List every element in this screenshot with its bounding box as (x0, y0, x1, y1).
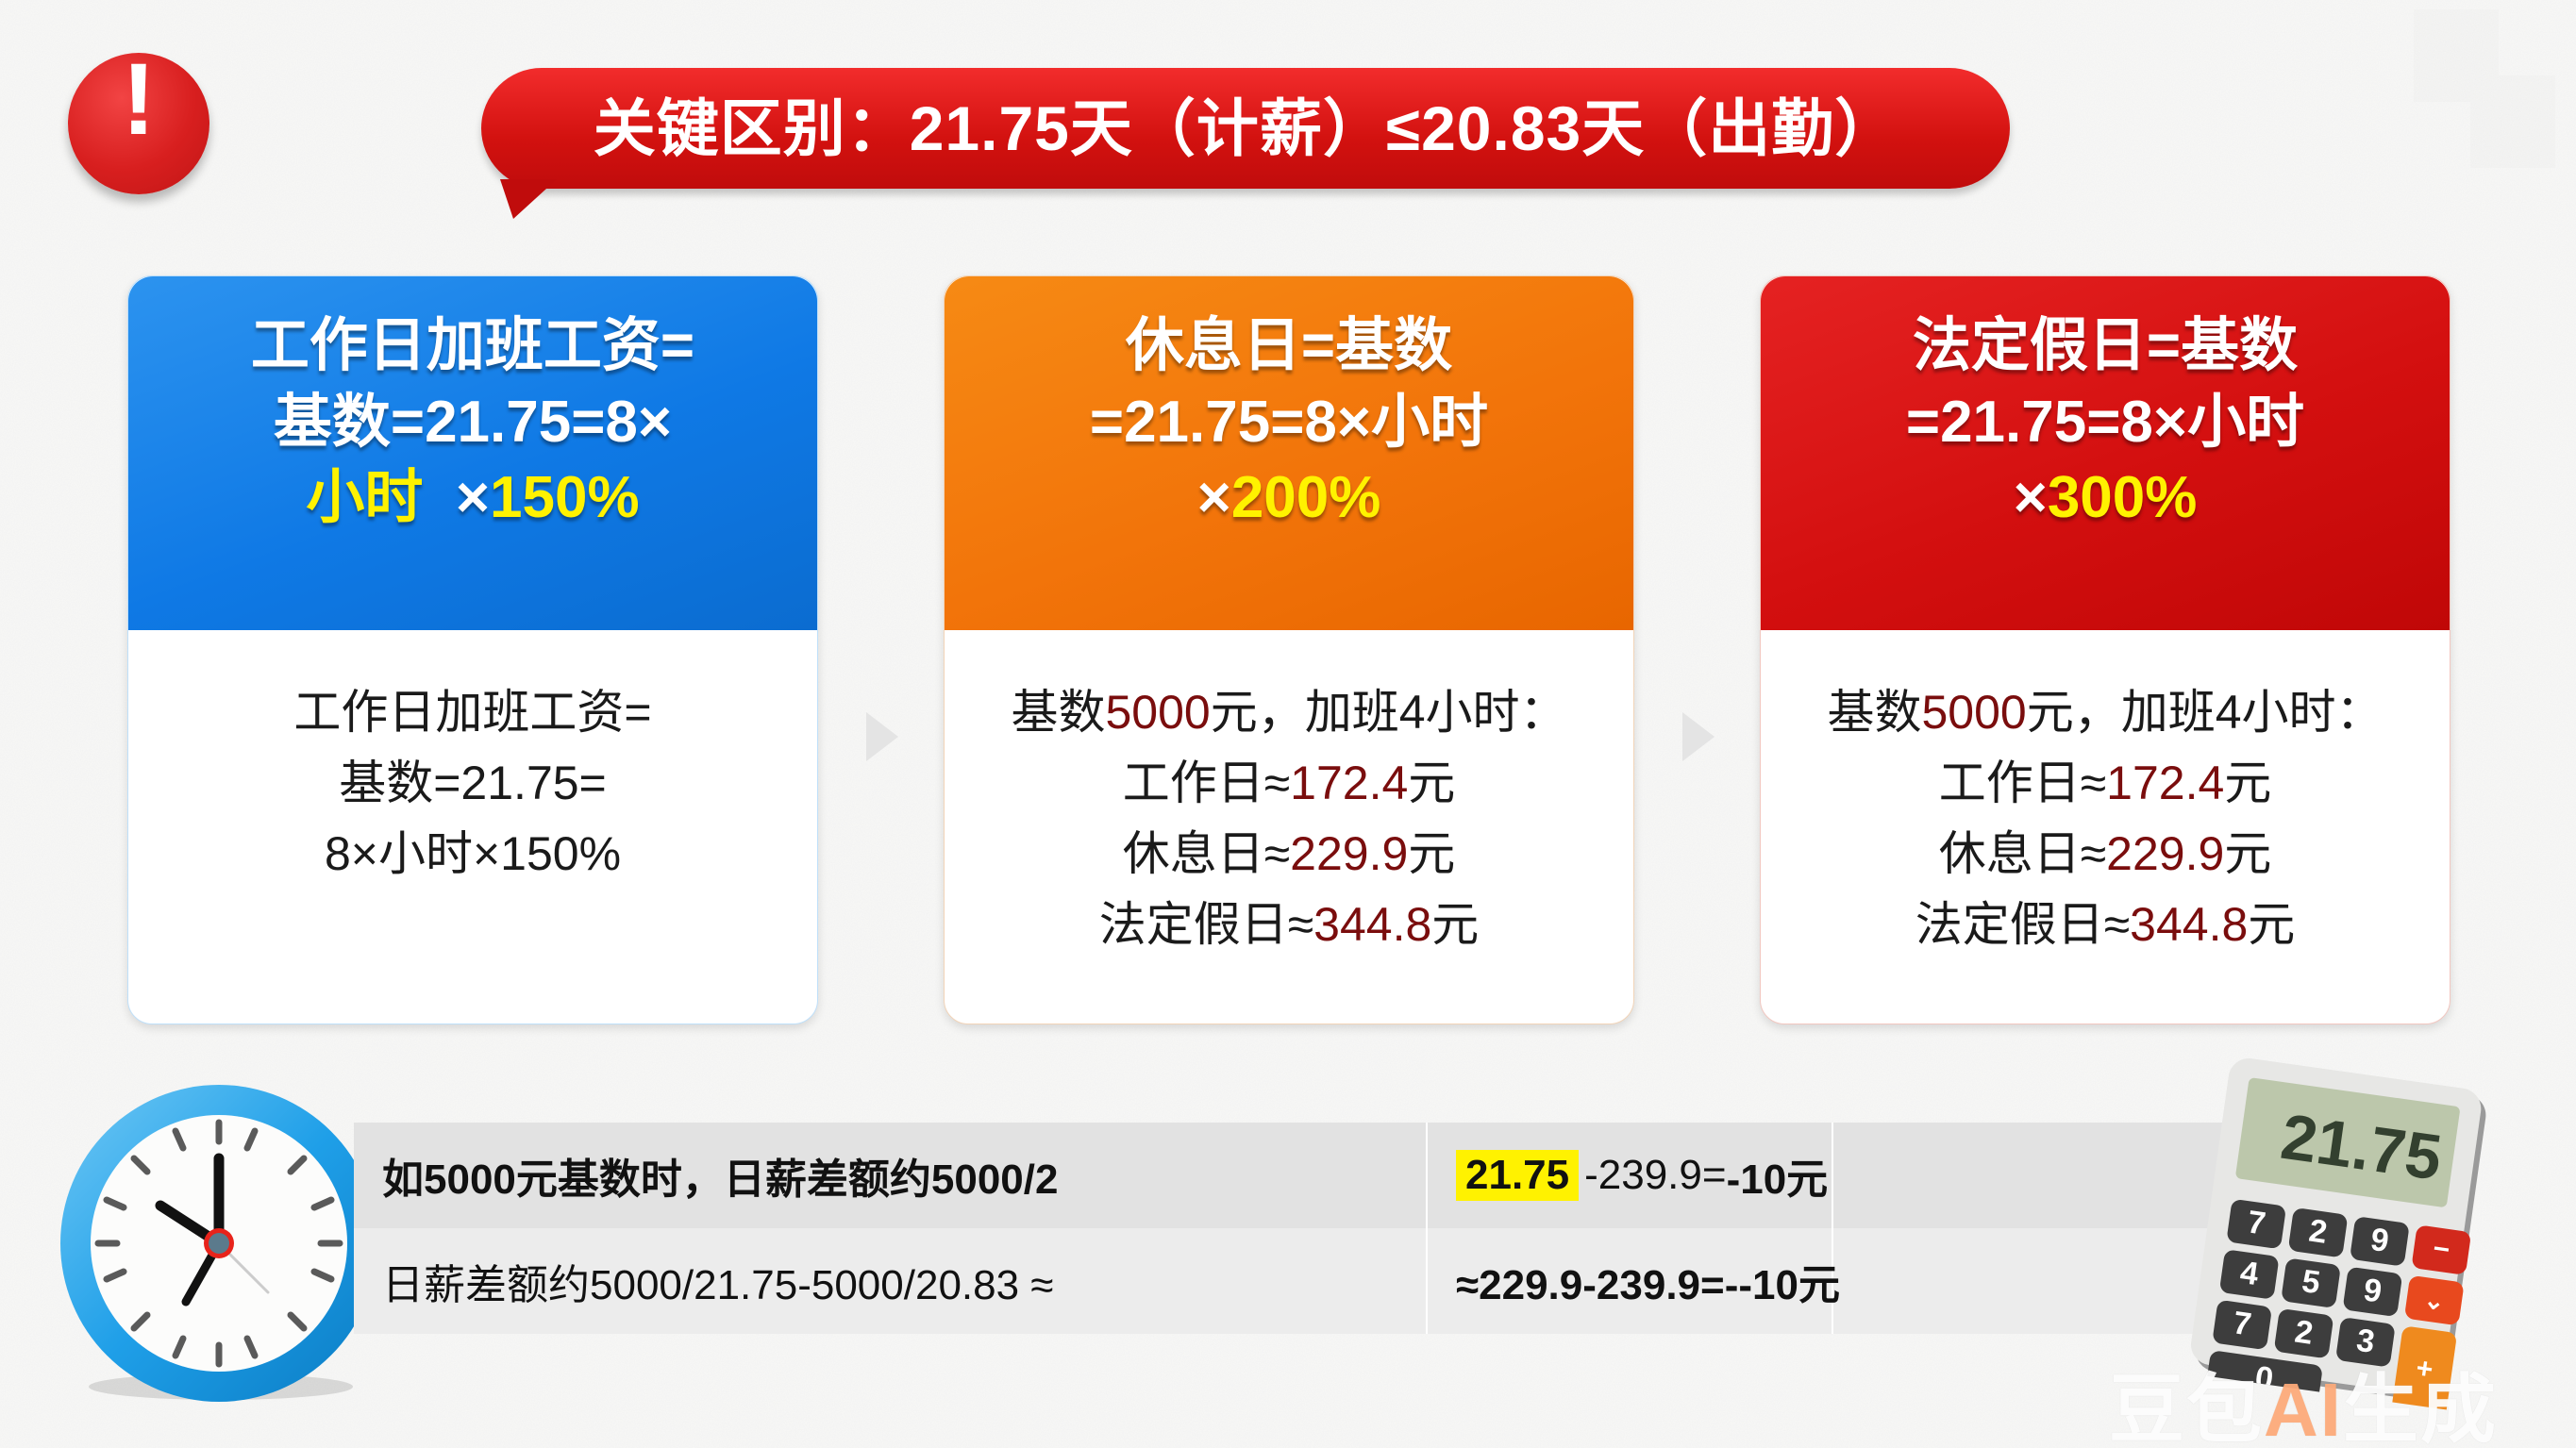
svg-text:⌄: ⌄ (2422, 1285, 2447, 1316)
